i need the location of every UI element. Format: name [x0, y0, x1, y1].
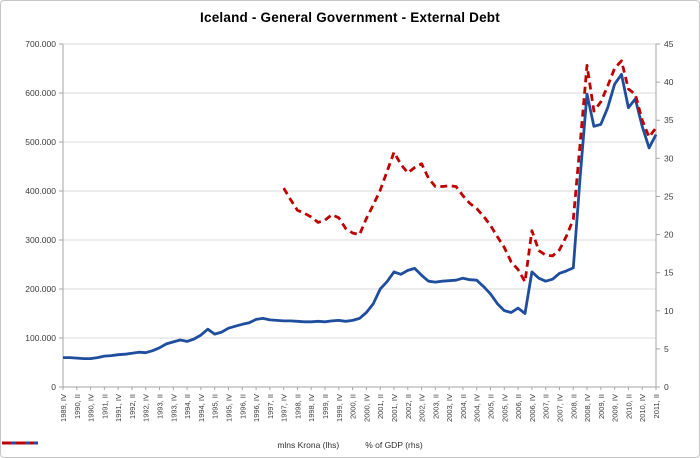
x-axis-label: 2008, IV: [583, 394, 592, 422]
left-axis-label: 200.000: [25, 284, 56, 294]
right-axis-label: 40: [664, 77, 674, 87]
x-axis-label: 1991, IV: [114, 394, 123, 422]
left-axis-label: 300.000: [25, 235, 56, 245]
x-axis-label: 1990, II: [73, 394, 82, 419]
right-axis-label: 30: [664, 153, 674, 163]
right-axis-label: 20: [664, 230, 674, 240]
x-axis-label: 1996, II: [238, 394, 247, 419]
x-axis-label: 1997, II: [266, 394, 275, 419]
x-axis-label: 2007, IV: [555, 394, 564, 422]
x-axis-label: 2000, IV: [362, 394, 371, 422]
x-axis-label: 1998, II: [293, 394, 302, 419]
x-axis-label: 1994, IV: [197, 394, 206, 422]
x-axis-label: 2004, IV: [473, 394, 482, 422]
x-axis-label: 1994, II: [183, 394, 192, 419]
right-axis-label: 45: [664, 39, 674, 49]
left-axis-label: 0: [51, 382, 56, 392]
legend-item-gdp: % of GDP (rhs): [2, 440, 423, 450]
legend-label-krona: mlns Krona (lhs): [277, 440, 340, 450]
x-axis-label: 1992, IV: [142, 394, 151, 422]
x-axis-label: 2010, II: [624, 394, 633, 419]
chart-title: Iceland - General Government - External …: [200, 10, 500, 25]
x-axis-label: 1998, IV: [307, 394, 316, 422]
x-axis-label: 1996, IV: [252, 394, 261, 422]
x-axis-label: 2003, IV: [445, 394, 454, 422]
x-axis-label: 2002, II: [404, 394, 413, 419]
krona-series-line: [63, 73, 658, 361]
x-axis-label: 2001, IV: [390, 394, 399, 422]
left-axis-label: 600.000: [25, 88, 56, 98]
right-axis-label: 35: [664, 115, 674, 125]
gdp-series-line: [282, 59, 658, 284]
right-axis-label: 5: [664, 344, 669, 354]
x-axis-label: 2001, II: [376, 394, 385, 419]
x-axis-label: 2011, II: [652, 394, 661, 418]
x-axis-label: 1995, IV: [224, 394, 233, 422]
x-axis-label: 2009, IV: [611, 394, 620, 422]
x-axis-label: 2002, IV: [418, 394, 427, 422]
right-axis-label: 10: [664, 306, 674, 316]
x-axis-label: 2009, II: [597, 394, 606, 419]
x-axis-label: 1991, II: [100, 394, 109, 419]
right-axis-label: 0: [664, 382, 669, 392]
gdp-line-sample-icon: [2, 441, 34, 445]
x-axis-label: 2000, II: [349, 394, 358, 419]
left-axis-label: 400.000: [25, 186, 56, 196]
right-axis-label: 25: [664, 191, 674, 201]
x-axis-label: 2003, II: [431, 394, 440, 419]
x-axis-label: 2008, II: [569, 394, 578, 419]
legend-label-gdp: % of GDP (rhs): [365, 440, 423, 450]
x-axis-label: 1995, II: [211, 394, 220, 419]
right-axis-label: 15: [664, 268, 674, 278]
x-axis-label: 1993, IV: [169, 394, 178, 422]
x-axis-label: 2006, IV: [528, 394, 537, 422]
legend-item-krona: mlns Krona (lhs): [2, 440, 340, 450]
x-axis-label: 2006, II: [514, 394, 523, 419]
x-axis-label: 1999, IV: [335, 394, 344, 422]
x-axis-label: 1997, IV: [280, 394, 289, 422]
legend: mlns Krona (lhs) % of GDP (rhs): [1, 440, 699, 450]
x-axis-label: 1990, IV: [87, 394, 96, 422]
x-axis-label: 2005, II: [487, 394, 496, 419]
x-axis-label: 1999, II: [321, 394, 330, 419]
x-axis-label: 1993, II: [156, 394, 165, 419]
left-axis-label: 100.000: [25, 333, 56, 343]
x-axis-label: 2004, II: [459, 394, 468, 419]
left-axis-label: 700.000: [25, 39, 56, 49]
x-axis-label: 1989, IV: [59, 394, 68, 422]
x-axis-label: 2005, IV: [500, 394, 509, 422]
left-axis-label: 500.000: [25, 137, 56, 147]
x-axis-label: 2010, IV: [638, 394, 647, 422]
x-axis-label: 2007, II: [542, 394, 551, 419]
x-axis-label: 1992, II: [128, 394, 137, 419]
